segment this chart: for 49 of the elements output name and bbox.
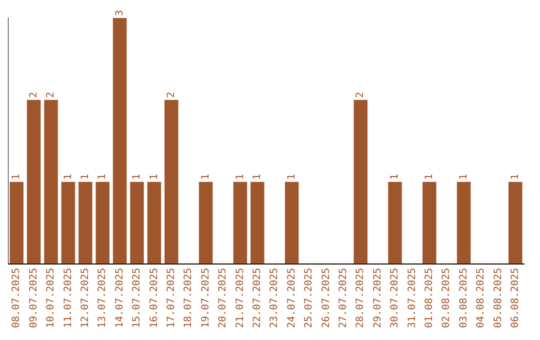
- data-label: 1: [132, 174, 143, 180]
- x-tick-label: 13.07.2025: [97, 268, 108, 328]
- x-tick-label: 26.07.2025: [320, 268, 332, 328]
- x-tick-label: 31.07.2025: [406, 268, 418, 328]
- x-tick-label: 25.07.2025: [304, 268, 315, 328]
- x-tick-label: 19.07.2025: [200, 268, 212, 328]
- x-tick-label: 27.07.2025: [338, 268, 349, 328]
- x-tick-label: 05.08.2025: [492, 268, 504, 328]
- x-tick-label: 12.07.2025: [80, 268, 91, 328]
- data-label: 1: [510, 174, 521, 180]
- x-tick-label: 17.07.2025: [166, 268, 177, 328]
- x-tick-label: 08.07.2025: [11, 268, 22, 328]
- data-label: 1: [148, 174, 160, 180]
- x-tick-label: 04.08.2025: [476, 268, 487, 328]
- x-tick-label: 23.07.2025: [269, 268, 280, 328]
- x-tick-label: 18.07.2025: [183, 268, 194, 328]
- data-label: 2: [355, 92, 366, 98]
- data-label: 2: [46, 92, 57, 98]
- data-label: 1: [80, 174, 91, 180]
- data-label: 1: [11, 174, 22, 180]
- x-tick-label: 02.08.2025: [441, 268, 452, 328]
- x-tick-label: 09.07.2025: [28, 268, 40, 328]
- x-tick-label: 22.07.2025: [252, 268, 263, 328]
- data-label: 1: [97, 174, 108, 180]
- data-label: 1: [286, 174, 298, 180]
- data-label: 1: [200, 174, 212, 180]
- x-tick-label: 06.08.2025: [510, 268, 521, 328]
- x-tick-label: 03.08.2025: [458, 268, 470, 328]
- x-tick-label: 01.08.2025: [424, 268, 435, 328]
- data-label: 1: [390, 174, 401, 180]
- x-tick-label: 30.07.2025: [390, 268, 401, 328]
- x-tick-label: 21.07.2025: [234, 268, 246, 328]
- data-label: 1: [234, 174, 246, 180]
- x-tick-label: 24.07.2025: [286, 268, 298, 328]
- x-tick-label: 14.07.2025: [114, 268, 126, 328]
- data-label: 2: [166, 92, 177, 98]
- x-tick-label: 28.07.2025: [355, 268, 366, 328]
- data-label: 1: [252, 174, 263, 180]
- data-label: 1: [62, 174, 74, 180]
- x-tick-label: 29.07.2025: [372, 268, 384, 328]
- x-tick-label: 20.07.2025: [218, 268, 229, 328]
- x-tick-label: 16.07.2025: [148, 268, 160, 328]
- x-tick-label: 15.07.2025: [132, 268, 143, 328]
- data-label: 1: [424, 174, 435, 180]
- data-label: 3: [114, 10, 126, 16]
- x-tick-label: 10.07.2025: [46, 268, 57, 328]
- data-label: 2: [28, 92, 40, 98]
- x-tick-label: 11.07.2025: [62, 268, 74, 328]
- data-label: 1: [458, 174, 470, 180]
